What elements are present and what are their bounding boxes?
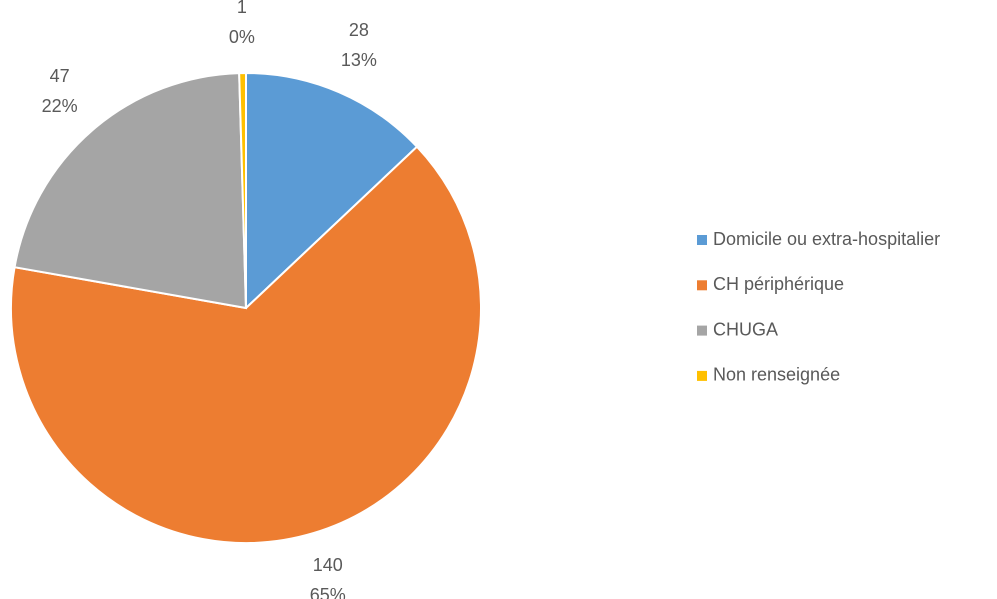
pie-slice [245, 71, 419, 311]
legend-swatch [697, 235, 707, 245]
percent-label: 0% [229, 27, 255, 47]
legend-swatch [697, 370, 707, 381]
percent-label: 65% [310, 585, 346, 599]
legend-label: CHUGA [713, 319, 778, 339]
data-label: 47 [50, 66, 70, 86]
data-label: 1 [237, 0, 247, 17]
pie-slice [238, 71, 247, 309]
legend-label: Domicile ou extra-hospitalier [713, 229, 940, 249]
pie-slice [13, 72, 248, 310]
legend-swatch [697, 325, 707, 336]
data-label: 140 [313, 555, 343, 575]
pie-slice [10, 145, 482, 544]
legend-label: CH périphérique [713, 274, 844, 294]
legend-swatch [697, 280, 707, 291]
percent-label: 22% [42, 96, 78, 116]
legend-label: Non renseignée [713, 365, 840, 385]
percent-label: 13% [341, 50, 377, 70]
data-label: 28 [349, 20, 369, 40]
